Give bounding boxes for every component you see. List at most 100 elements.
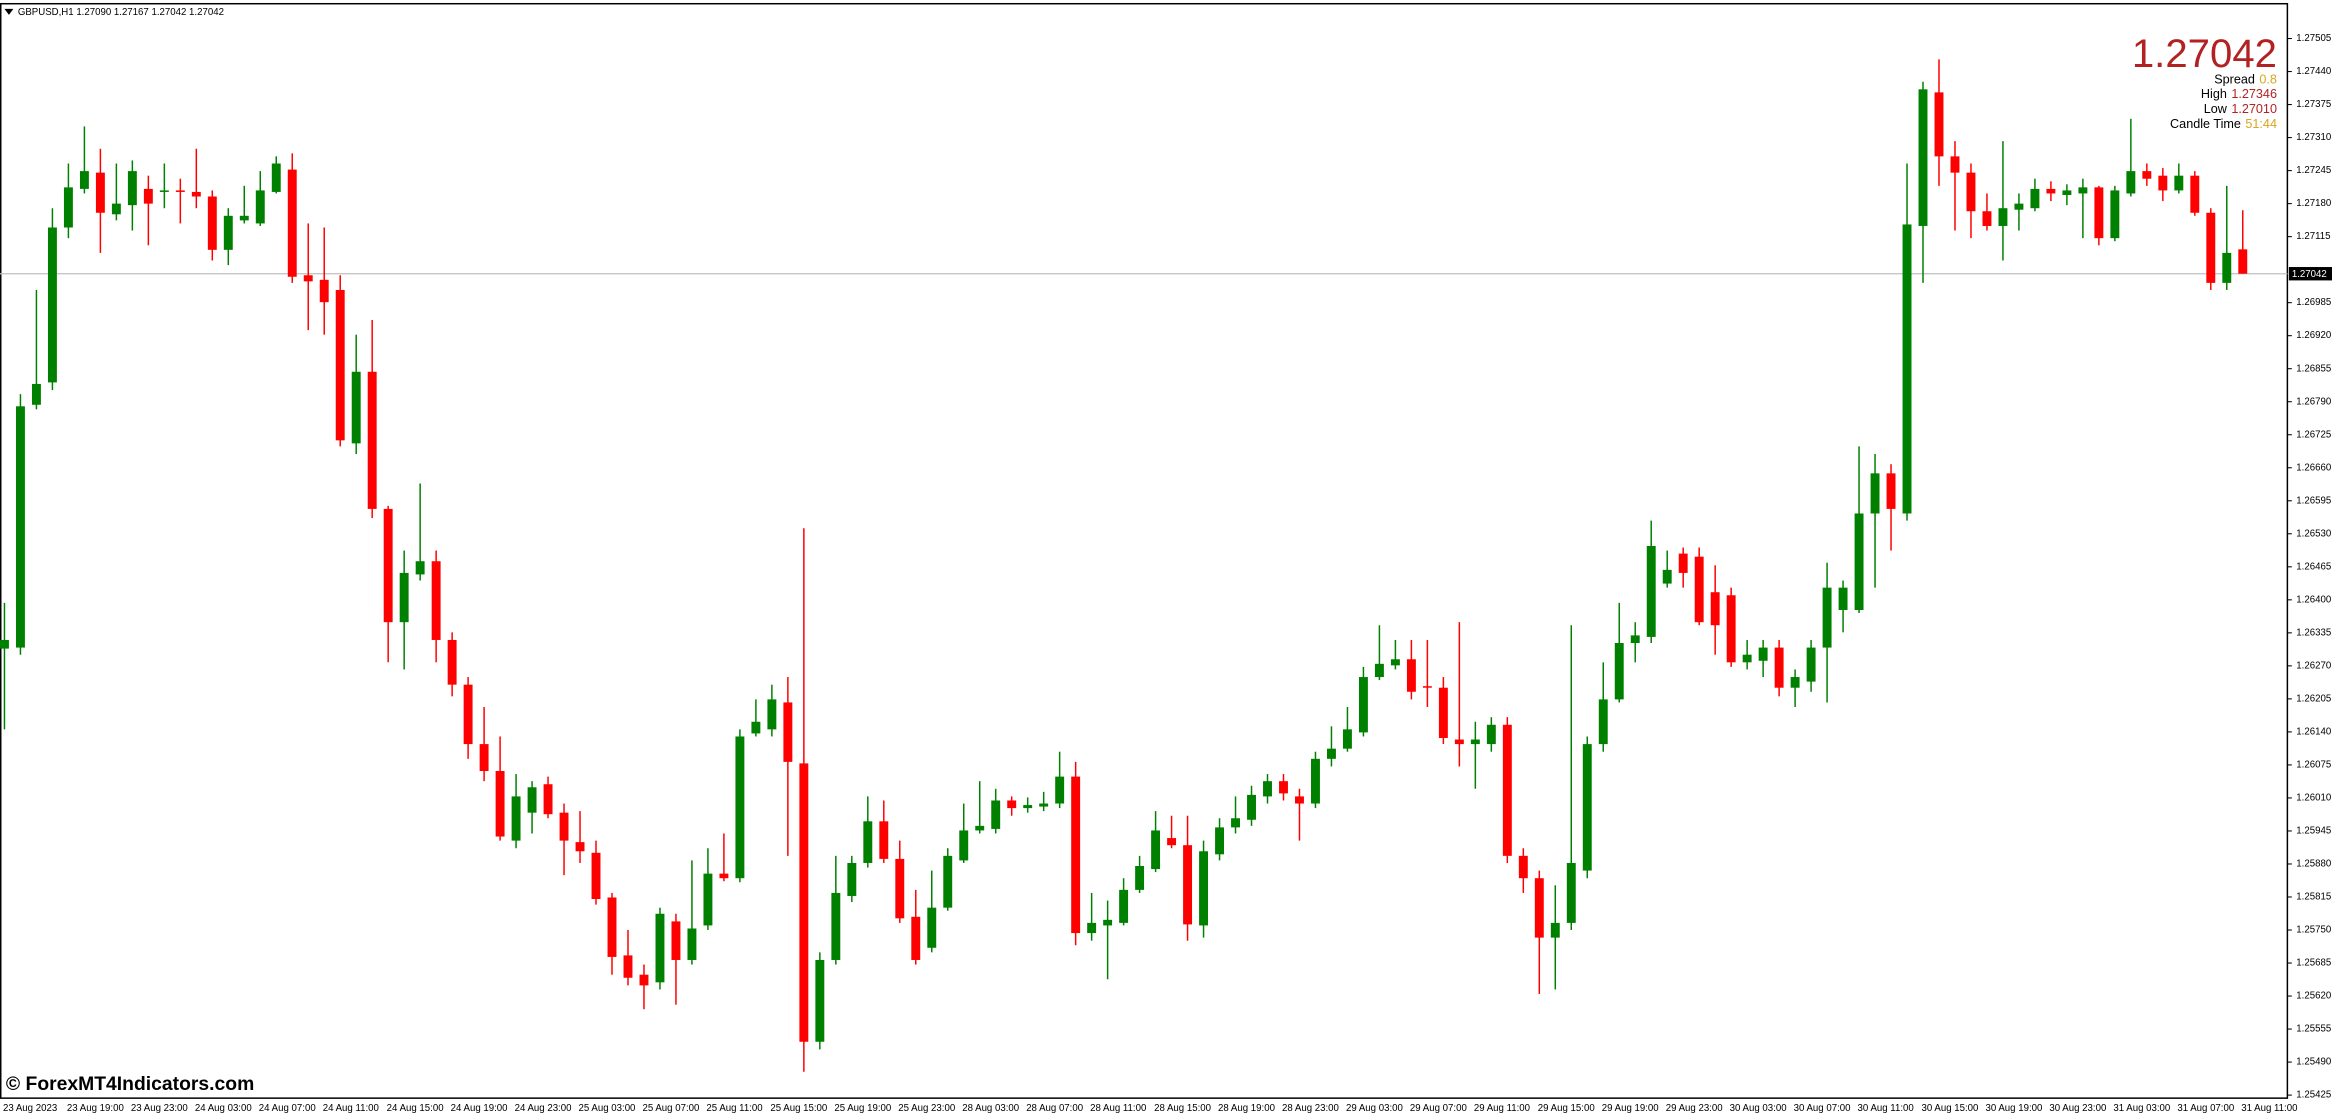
info-row: Low 1.27010 [2204,102,2277,116]
y-tick-label: 1.26530 [2296,528,2331,539]
candle-body [1358,677,1368,733]
x-tick-label: 25 Aug 19:00 [834,1103,891,1114]
candle-body [159,190,169,192]
candle-body [559,812,569,841]
candle-body [79,171,89,189]
x-tick-label: 31 Aug 07:00 [2177,1103,2234,1114]
candle-body [2030,188,2040,209]
candle-body [1279,781,1288,794]
candle-body [2222,252,2232,283]
y-tick-label: 1.26400 [2296,594,2331,605]
y-tick-label: 1.27310 [2296,132,2331,143]
candle-body [2078,187,2088,194]
candle-body [1023,805,1033,809]
candle-body [1598,699,1608,745]
candle-body [1662,569,1672,584]
y-tick-label: 1.25685 [2296,958,2331,969]
candle-body [2110,190,2120,239]
candle-body [2158,175,2168,191]
current-price-box [2288,267,2332,281]
x-tick-label: 24 Aug 19:00 [451,1103,508,1114]
candle-body [479,744,489,772]
candle-body [1231,818,1240,828]
candle-body [895,858,905,919]
candle-body [399,572,409,623]
candle-body [127,171,137,206]
x-tick-label: 24 Aug 15:00 [387,1103,444,1114]
y-tick-label: 1.27245 [2296,165,2331,176]
candle-body [303,275,313,282]
candle-body [959,830,969,861]
x-tick-label: 30 Aug 15:00 [1922,1103,1979,1114]
candle-body [223,215,233,250]
candle-body [1838,587,1848,610]
candle-body [815,959,825,1042]
x-tick-label: 29 Aug 15:00 [1538,1103,1595,1114]
y-tick-label: 1.27180 [2296,198,2331,209]
candle-body [1087,922,1097,934]
candle-body [1886,473,1896,509]
x-tick-label: 30 Aug 03:00 [1730,1103,1787,1114]
candle-body [1710,592,1720,626]
info-row: High 1.27346 [2201,88,2277,102]
candle-body [63,187,73,228]
candle-body [1055,776,1065,804]
candle-body [31,383,41,405]
y-tick-label: 1.26075 [2296,759,2331,770]
candle-body [1582,744,1592,871]
x-tick-label: 25 Aug 23:00 [898,1103,955,1114]
candle-body [735,736,745,879]
candle-body [863,821,873,863]
x-tick-label: 29 Aug 23:00 [1666,1103,1723,1114]
candle-body [1790,677,1800,688]
watermark: © ForexMT4Indicators.com [6,1074,254,1095]
current-price-label: 1.27042 [2292,269,2327,280]
candle-body [463,684,473,745]
y-tick-label: 1.25490 [2296,1057,2331,1068]
candle-body [2238,249,2248,274]
candle-body [943,855,953,908]
candle-body [1374,663,1384,678]
candle-body [447,639,457,685]
candle-body [911,916,921,960]
candle-body [1326,748,1336,759]
info-label: High [2201,88,2227,102]
candle-body [1486,724,1496,745]
candle-body [2014,203,2024,210]
candle-body [1295,796,1304,804]
candle-body [2126,171,2136,194]
candle-body [495,771,505,837]
info-value: 0.8 [2259,73,2277,87]
candle-body [687,928,697,960]
y-tick-label: 1.25945 [2296,826,2331,837]
candle-body [1007,800,1017,809]
candle-body [1422,686,1432,688]
candle-body [767,699,777,730]
candle-body [175,190,185,192]
candle-body [255,190,265,224]
x-tick-label: 23 Aug 19:00 [67,1103,124,1114]
candle-body [335,289,345,441]
y-tick-label: 1.25815 [2296,892,2331,903]
candle-body [527,787,537,813]
candle-body [1135,866,1145,890]
y-tick-label: 1.26140 [2296,726,2331,737]
x-tick-label: 31 Aug 11:00 [2241,1103,2297,1114]
candle-body [1263,781,1272,797]
candle-body [1774,647,1784,688]
info-price: 1.27042 [2132,31,2277,76]
candle-body [1934,92,1944,157]
candle-body [831,892,841,960]
y-tick-label: 1.27440 [2296,66,2331,77]
y-tick-label: 1.26790 [2296,396,2331,407]
y-tick-label: 1.27115 [2296,231,2330,242]
candle-body [1918,89,1928,226]
candle-body [1247,794,1256,820]
header-menu-icon[interactable] [4,8,14,15]
candle-body [319,279,329,303]
candle-body [671,921,681,960]
y-tick-label: 1.26270 [2296,660,2331,671]
y-tick-label: 1.25425 [2296,1090,2331,1101]
